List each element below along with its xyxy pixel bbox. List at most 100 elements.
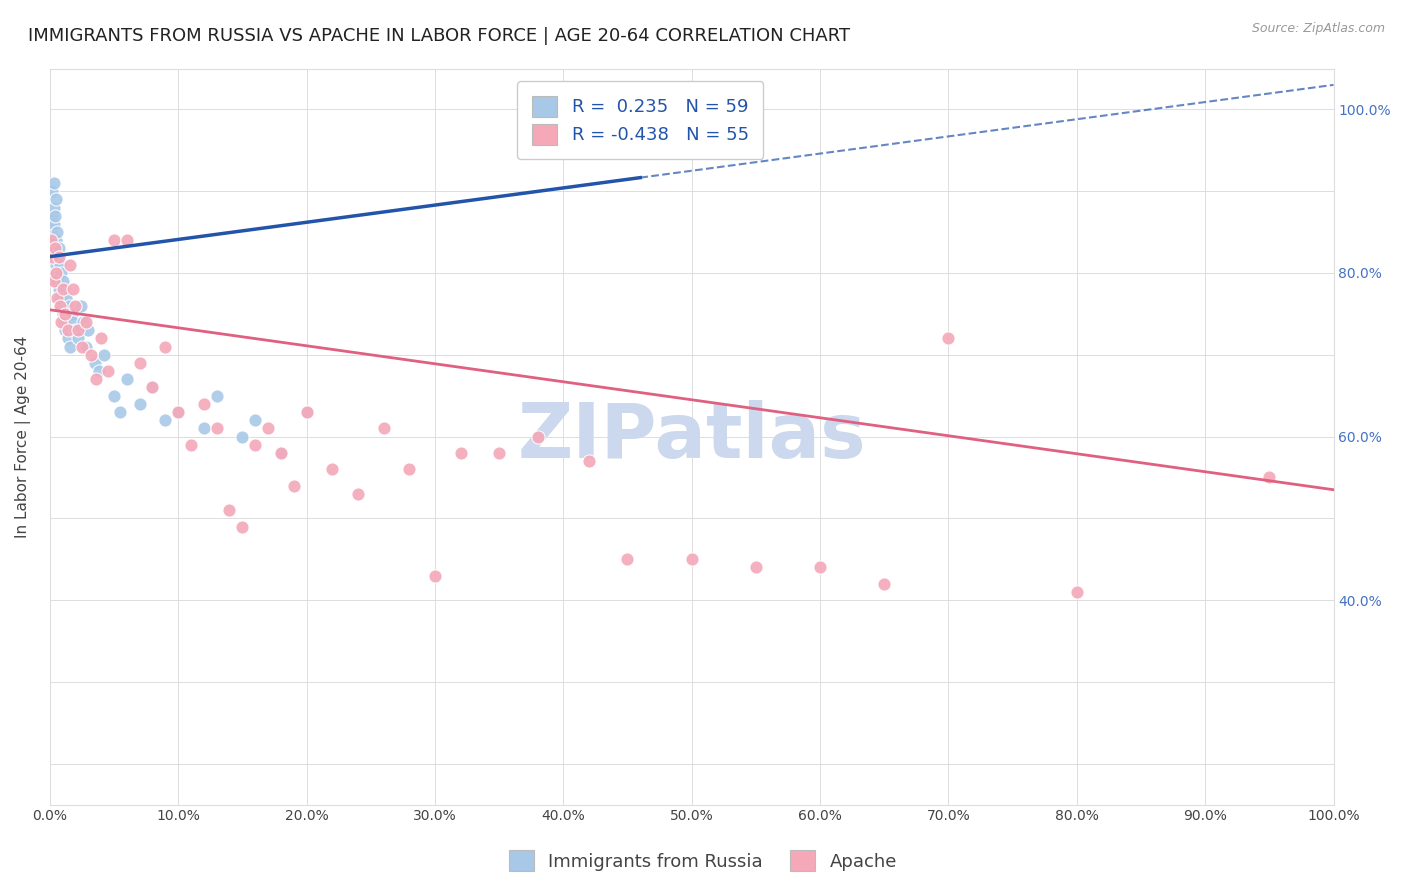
Point: [347, 487, 370, 501]
Point: [41, 250, 63, 264]
Point: [42, 274, 65, 288]
Point: [80, 348, 103, 362]
Point: [450, 446, 472, 460]
Point: [115, 233, 138, 247]
Point: [49, 258, 72, 272]
Point: [321, 462, 343, 476]
Point: [115, 372, 138, 386]
Point: [41, 184, 63, 198]
Point: [96, 364, 118, 378]
Point: [41, 242, 63, 256]
Point: [270, 446, 292, 460]
Point: [681, 552, 703, 566]
Text: Source: ZipAtlas.com: Source: ZipAtlas.com: [1251, 22, 1385, 36]
Point: [42, 217, 65, 231]
Point: [41, 209, 63, 223]
Point: [938, 331, 960, 345]
Point: [526, 429, 548, 443]
Point: [53, 307, 76, 321]
Point: [39, 217, 62, 231]
Point: [52, 274, 75, 288]
Point: [48, 250, 70, 264]
Point: [42, 250, 65, 264]
Point: [48, 282, 70, 296]
Point: [65, 299, 87, 313]
Point: [243, 438, 266, 452]
Point: [44, 209, 66, 223]
Point: [87, 364, 110, 378]
Point: [75, 340, 97, 354]
Point: [295, 405, 318, 419]
Point: [59, 258, 82, 272]
Point: [93, 348, 115, 362]
Point: [46, 250, 69, 264]
Point: [42, 201, 65, 215]
Point: [128, 356, 150, 370]
Point: [616, 552, 638, 566]
Point: [103, 233, 125, 247]
Point: [257, 421, 280, 435]
Point: [53, 323, 76, 337]
Text: IMMIGRANTS FROM RUSSIA VS APACHE IN LABOR FORCE | AGE 20-64 CORRELATION CHART: IMMIGRANTS FROM RUSSIA VS APACHE IN LABO…: [28, 27, 851, 45]
Point: [75, 315, 97, 329]
Point: [69, 299, 91, 313]
Point: [193, 397, 215, 411]
Point: [141, 380, 163, 394]
Point: [1066, 585, 1088, 599]
Point: [52, 307, 75, 321]
Point: [55, 291, 77, 305]
Point: [45, 258, 67, 272]
Point: [488, 446, 510, 460]
Point: [167, 405, 190, 419]
Point: [66, 323, 89, 337]
Point: [423, 568, 446, 582]
Point: [52, 282, 75, 296]
Point: [66, 331, 89, 345]
Point: [295, 405, 318, 419]
Text: ZIPatlas: ZIPatlas: [517, 400, 866, 474]
Point: [39, 233, 62, 247]
Point: [58, 299, 80, 313]
Point: [103, 389, 125, 403]
Point: [231, 429, 253, 443]
Point: [56, 331, 79, 345]
Point: [90, 331, 112, 345]
Point: [46, 274, 69, 288]
Point: [398, 462, 420, 476]
Point: [193, 421, 215, 435]
Point: [46, 291, 69, 305]
Point: [45, 233, 67, 247]
Legend: R =  0.235   N = 59, R = -0.438   N = 55: R = 0.235 N = 59, R = -0.438 N = 55: [517, 81, 763, 159]
Point: [72, 315, 94, 329]
Point: [41, 225, 63, 239]
Point: [65, 323, 87, 337]
Point: [578, 454, 600, 468]
Point: [231, 519, 253, 533]
Point: [44, 242, 66, 256]
Point: [52, 315, 75, 329]
Point: [60, 307, 83, 321]
Point: [873, 576, 896, 591]
Point: [48, 242, 70, 256]
Point: [49, 299, 72, 313]
Legend: Immigrants from Russia, Apache: Immigrants from Russia, Apache: [502, 843, 904, 879]
Point: [56, 323, 79, 337]
Point: [243, 413, 266, 427]
Point: [110, 405, 132, 419]
Point: [205, 421, 228, 435]
Point: [180, 438, 202, 452]
Point: [77, 323, 100, 337]
Point: [270, 446, 292, 460]
Point: [46, 225, 69, 239]
Point: [808, 560, 831, 574]
Y-axis label: In Labor Force | Age 20-64: In Labor Force | Age 20-64: [15, 335, 31, 538]
Point: [39, 233, 62, 247]
Point: [83, 356, 105, 370]
Point: [49, 291, 72, 305]
Point: [42, 233, 65, 247]
Point: [155, 413, 177, 427]
Point: [62, 315, 84, 329]
Point: [167, 405, 190, 419]
Point: [141, 380, 163, 394]
Point: [51, 299, 73, 313]
